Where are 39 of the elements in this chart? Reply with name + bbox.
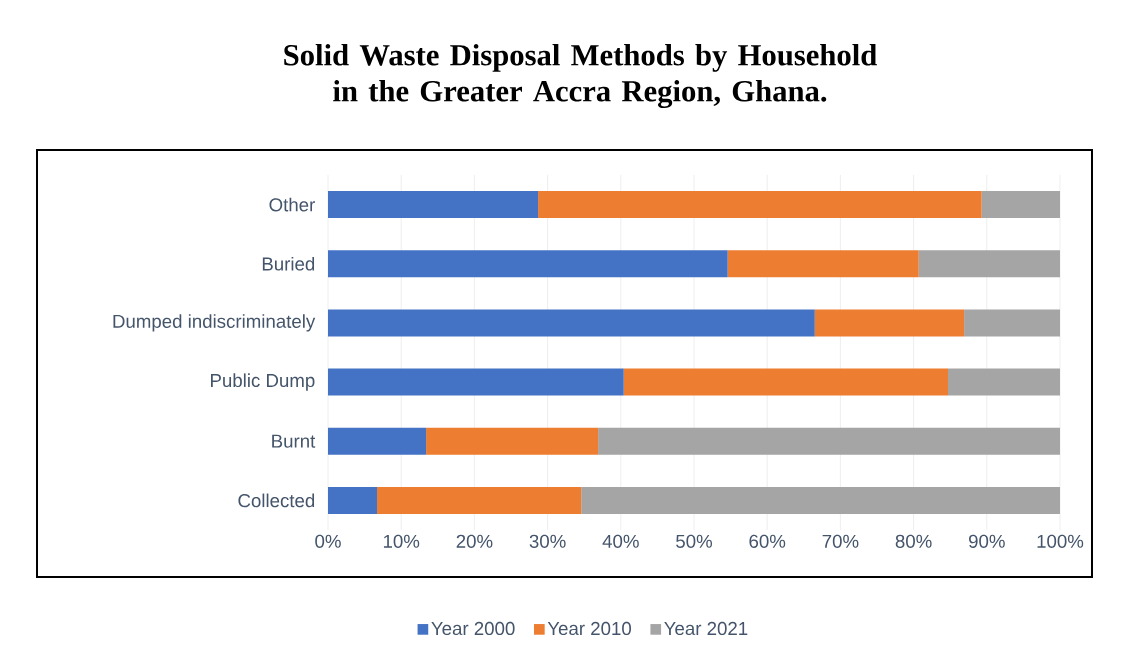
x-tick-label: 100%: [1037, 534, 1084, 548]
bar: [328, 486, 378, 514]
bar: [538, 191, 982, 219]
x-tick-label: 60%: [749, 534, 786, 548]
y-tick-label: Dumped indiscriminately: [113, 314, 316, 332]
legend-label: Year 2021: [664, 621, 748, 636]
y-tick-label: Public Dump: [211, 373, 315, 391]
x-tick-label: 30%: [529, 534, 566, 548]
y-tick-label: Other: [269, 197, 315, 212]
x-tick-label: 90%: [969, 534, 1005, 548]
bar: [981, 191, 1060, 219]
bar: [328, 191, 539, 219]
bar: [377, 486, 582, 514]
bar: [948, 368, 1060, 396]
bar: [598, 427, 1060, 455]
bar: [328, 250, 728, 278]
x-tick-label: 20%: [456, 534, 493, 548]
bar: [328, 368, 624, 396]
bar: [814, 309, 965, 337]
x-tick-label: 50%: [676, 534, 713, 548]
bar: [964, 309, 1060, 337]
y-tick-label: Buried: [262, 256, 315, 271]
chart-title: Solid Waste Disposal Methods by Household in the Greater Accra Region, Ghana.: [284, 43, 877, 109]
bar: [581, 486, 1060, 514]
bar: [328, 309, 815, 337]
bar: [727, 250, 919, 278]
legend-label: Year 2010: [547, 621, 632, 636]
x-tick-label: 40%: [602, 534, 639, 548]
x-tick-label: 0%: [315, 534, 341, 548]
bar: [328, 427, 427, 455]
x-tick-label: 10%: [383, 534, 420, 548]
bar: [918, 250, 1060, 278]
bar: [623, 368, 948, 396]
y-tick-label: Collected: [238, 493, 315, 508]
x-tick-label: 70%: [822, 534, 859, 548]
bar: [426, 427, 599, 455]
x-tick-label: 80%: [895, 534, 932, 548]
legend-label: Year 2000: [431, 621, 515, 636]
y-tick-label: Burnt: [272, 434, 316, 448]
